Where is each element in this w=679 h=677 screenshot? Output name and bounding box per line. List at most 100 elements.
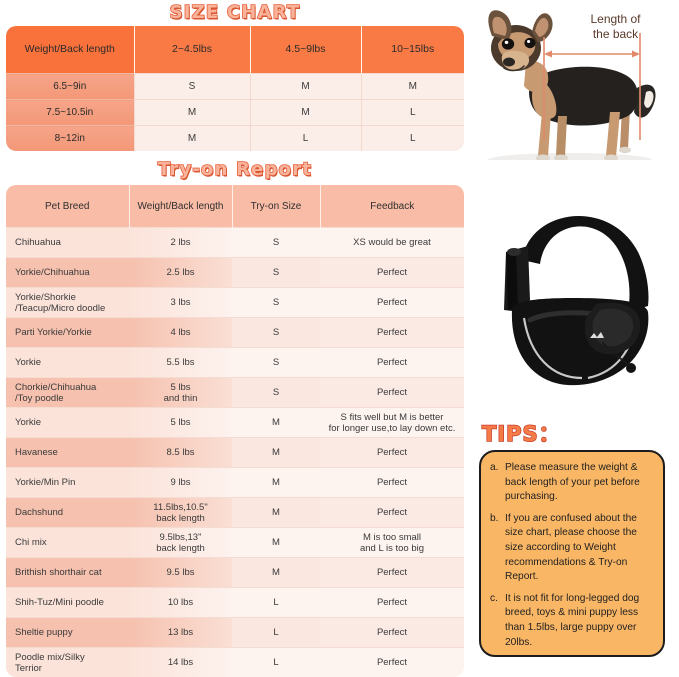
tryon-cell-breed: Yorkie/Shorkie/Teacup/Micro doodle xyxy=(6,288,129,318)
tryon-cell-weight: 5 lbs xyxy=(129,408,232,438)
tryon-col-0: Pet Breed xyxy=(6,185,129,228)
tryon-cell-size: M xyxy=(232,558,320,588)
tip-text: It is not fit for long-legged dog breed,… xyxy=(505,592,654,650)
tryon-cell-feedback: Perfect xyxy=(320,258,464,288)
length-of-back-label: Length of the back xyxy=(563,12,668,42)
size-chart-col-3: 10~15lbs xyxy=(361,26,464,74)
tip-text: Please measure the weight & back length … xyxy=(505,461,654,505)
tryon-cell-feedback: Perfect xyxy=(320,288,464,318)
tips-title-text: TIPS： xyxy=(482,422,561,446)
tryon-cell-size: M xyxy=(232,408,320,438)
size-chart-title-text: SIZE CHART xyxy=(170,2,301,23)
tryon-cell-weight: 9 lbs xyxy=(129,468,232,498)
tryon-col-3: Feedback xyxy=(320,185,464,228)
tryon-cell-feedback: XS would be great xyxy=(320,228,464,258)
size-chart-title: SIZE CHART xyxy=(0,2,470,24)
tryon-cell-feedback: Perfect xyxy=(320,318,464,348)
tryon-cell-feedback: Perfect xyxy=(320,558,464,588)
tip-item: c.It is not fit for long-legged dog bree… xyxy=(490,592,654,650)
tip-item: b.If you are confused about the size cha… xyxy=(490,512,654,585)
tryon-cell-weight: 9.5lbs,13"back length xyxy=(129,528,232,558)
size-chart-cell: M xyxy=(250,100,361,126)
tryon-cell-size: M xyxy=(232,498,320,528)
tryon-cell-size: S xyxy=(232,378,320,408)
tryon-cell-breed: Yorkie xyxy=(6,348,129,378)
tryon-cell-breed: Chi mix xyxy=(6,528,129,558)
tryon-cell-feedback: Perfect xyxy=(320,618,464,648)
tryon-cell-breed: Parti Yorkie/Yorkie xyxy=(6,318,129,348)
size-chart-cell: M xyxy=(250,74,361,100)
size-chart-row-label: 8~12in xyxy=(6,126,134,152)
size-chart-col-0: Weight/Back length xyxy=(6,26,134,74)
tryon-cell-size: L xyxy=(232,588,320,618)
tryon-cell-breed: Dachshund xyxy=(6,498,129,528)
size-chart-col-1: 2~4.5lbs xyxy=(134,26,250,74)
tryon-cell-size: S xyxy=(232,318,320,348)
sling-bag-photo xyxy=(470,160,679,410)
tryon-cell-feedback: Perfect xyxy=(320,378,464,408)
tip-marker: a. xyxy=(490,461,505,505)
tryon-cell-weight: 5.5 lbs xyxy=(129,348,232,378)
tip-marker: c. xyxy=(490,592,505,650)
tip-text: If you are confused about the size chart… xyxy=(505,512,654,585)
tryon-cell-breed: Brithish shorthair cat xyxy=(6,558,129,588)
tryon-col-2: Try-on Size xyxy=(232,185,320,228)
tryon-cell-breed: Sheltie puppy xyxy=(6,618,129,648)
tip-marker: b. xyxy=(490,512,505,585)
tryon-cell-weight: 3 lbs xyxy=(129,288,232,318)
tryon-cell-weight: 4 lbs xyxy=(129,318,232,348)
size-chart-cell: L xyxy=(250,126,361,152)
size-chart-row-label: 6.5~9in xyxy=(6,74,134,100)
tryon-cell-breed: Chorkie/Chihuahua/Toy poodle xyxy=(6,378,129,408)
tip-item: a.Please measure the weight & back lengt… xyxy=(490,461,654,505)
tryon-cell-size: S xyxy=(232,228,320,258)
tryon-cell-size: S xyxy=(232,348,320,378)
tryon-cell-feedback: Perfect xyxy=(320,588,464,618)
tryon-cell-breed: Shih-Tuz/Mini poodle xyxy=(6,588,129,618)
size-chart-row-label: 7.5~10.5in xyxy=(6,100,134,126)
tryon-report-title-text: Try-on Report xyxy=(158,159,312,180)
pet-sling-carrier-illustration xyxy=(470,160,679,410)
size-chart-table: Weight/Back length 2~4.5lbs 4.5~9lbs 10~… xyxy=(6,26,464,151)
tryon-cell-weight: 9.5 lbs xyxy=(129,558,232,588)
left-column: SIZE CHART Weight/Back length 2~4.5lbs 4… xyxy=(0,0,470,673)
size-chart-cell: M xyxy=(361,74,464,100)
size-chart-col-2: 4.5~9lbs xyxy=(250,26,361,74)
tryon-cell-breed: Yorkie xyxy=(6,408,129,438)
length-of-back-line1: Length of xyxy=(590,12,640,26)
tryon-cell-size: S xyxy=(232,288,320,318)
length-of-back-line2: the back xyxy=(593,27,638,41)
tryon-cell-size: M xyxy=(232,528,320,558)
tryon-header-row: Pet Breed Weight/Back length Try-on Size… xyxy=(6,185,464,228)
tryon-cell-breed: Yorkie/Min Pin xyxy=(6,468,129,498)
size-chart-cell: M xyxy=(134,126,250,152)
tryon-cell-feedback: Perfect xyxy=(320,498,464,528)
tryon-report-title: Try-on Report xyxy=(0,159,470,181)
tips-title: TIPS： xyxy=(482,418,561,448)
tryon-cell-weight: 13 lbs xyxy=(129,618,232,648)
tryon-cell-size: S xyxy=(232,258,320,288)
tryon-cell-size: M xyxy=(232,468,320,498)
size-chart-cell: L xyxy=(361,126,464,152)
